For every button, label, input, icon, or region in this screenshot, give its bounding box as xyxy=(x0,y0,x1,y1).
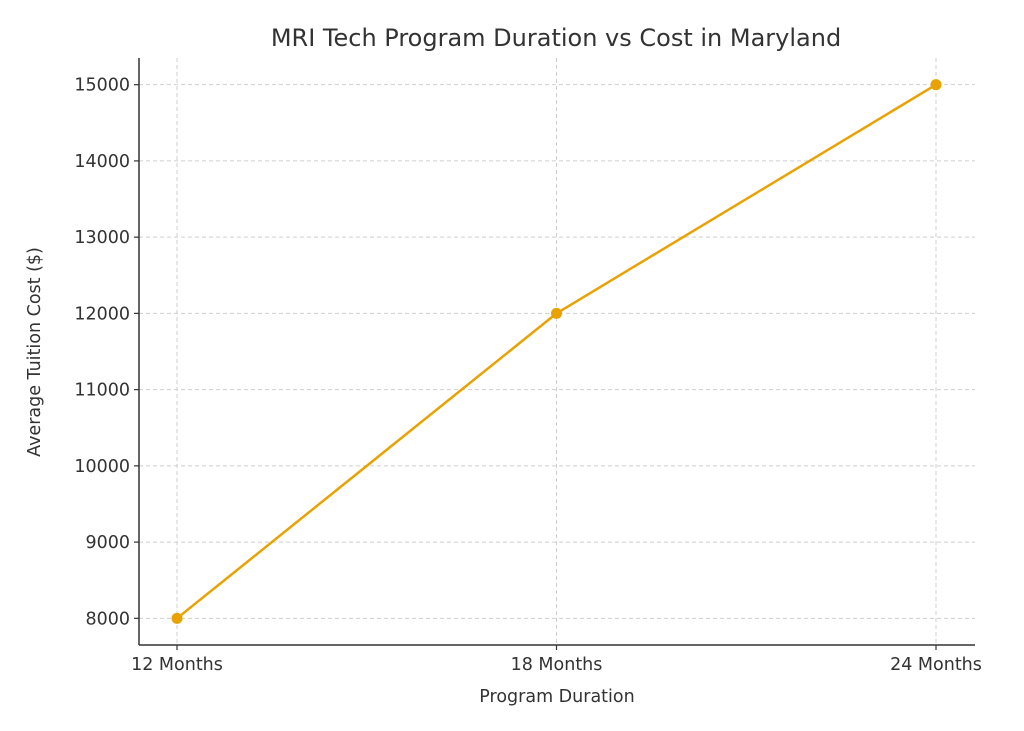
y-axis-label: Average Tuition Cost ($) xyxy=(25,247,45,457)
grid xyxy=(139,58,975,645)
x-tick-label: 18 Months xyxy=(511,655,603,675)
x-tick-label: 24 Months xyxy=(890,655,982,675)
y-tick-label: 14000 xyxy=(74,152,130,172)
y-tick-label: 15000 xyxy=(74,76,130,96)
data-point xyxy=(171,612,183,624)
data-point xyxy=(551,307,562,319)
data-point xyxy=(930,79,942,91)
y-tick-label: 8000 xyxy=(85,609,130,629)
chart-title: MRI Tech Program Duration vs Cost in Mar… xyxy=(271,24,841,52)
x-axis-ticks: 12 Months 18 Months 24 Months xyxy=(131,645,982,675)
x-axis-label: Program Duration xyxy=(479,687,634,707)
series xyxy=(171,79,942,624)
y-tick-label: 9000 xyxy=(85,533,130,553)
y-tick-label: 10000 xyxy=(74,457,130,477)
y-tick-label: 11000 xyxy=(74,381,130,401)
y-tick-label: 12000 xyxy=(74,304,130,324)
y-axis-ticks: 8000 9000 10000 11000 12000 13000 14000 15000 xyxy=(74,76,139,629)
y-tick-label: 13000 xyxy=(74,228,130,248)
x-tick-label: 12 Months xyxy=(131,655,223,675)
